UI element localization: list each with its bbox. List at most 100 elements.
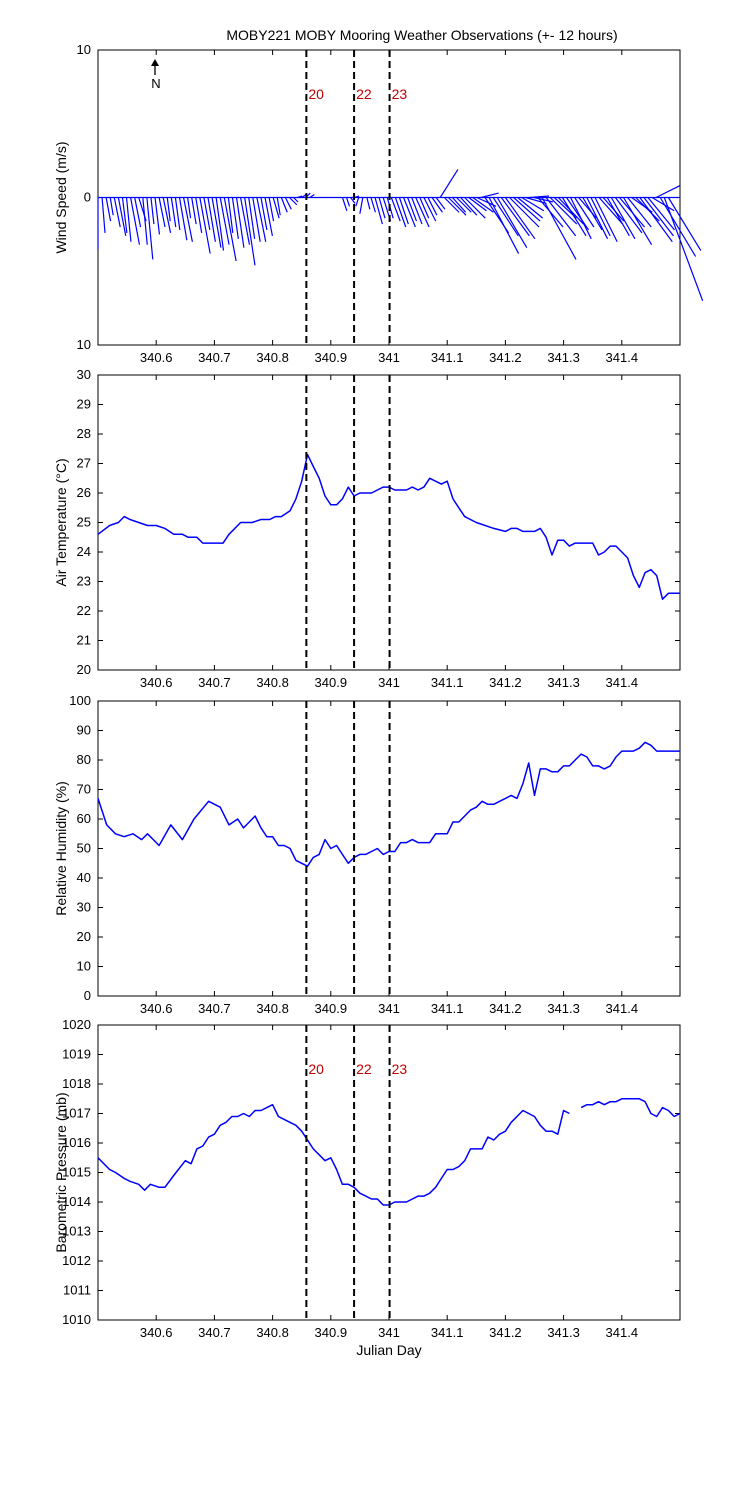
x-tick-label: 340.8: [256, 350, 289, 365]
x-tick-label: 341: [378, 675, 400, 690]
wind-vector: [134, 197, 142, 228]
x-tick-label: 340.7: [198, 1325, 231, 1340]
wind-vector: [178, 197, 188, 241]
wind-vector: [162, 197, 172, 234]
wind-vector: [105, 197, 112, 222]
y-tick-label: 1013: [62, 1224, 91, 1239]
x-tick-label: 340.8: [256, 675, 289, 690]
event-line-label: 20: [308, 1061, 324, 1077]
wind-vector: [398, 197, 409, 225]
y-tick-label: 24: [77, 544, 91, 559]
x-tick-label: 340.6: [140, 1325, 173, 1340]
wind-vector: [366, 197, 371, 210]
wind-vector: [423, 197, 437, 222]
event-line-label: 23: [392, 86, 408, 102]
wind-vector: [504, 197, 536, 240]
wind-vector: [280, 197, 288, 213]
wind-vector: [521, 196, 545, 212]
wind-vector: [359, 197, 364, 214]
y-tick-label: 1018: [62, 1076, 91, 1091]
panel-pressure: 340.6 340.7 340.8 340.9 341 341.1 341.2 341.3 34…: [53, 1017, 681, 1358]
y-tick-label: 30: [77, 367, 91, 382]
x-tick-label: 341.1: [431, 1325, 464, 1340]
wind-vector: [443, 197, 460, 213]
wind-vector: [561, 197, 587, 237]
y-tick-label: 1010: [62, 1312, 91, 1327]
x-tick-label: 341: [378, 350, 400, 365]
y-tick-label: 29: [77, 397, 91, 412]
y-axis-label: Relative Humidity (%): [53, 781, 69, 916]
y-tick-label: 90: [77, 723, 91, 738]
x-tick-label: 341.4: [606, 1001, 639, 1016]
wind-vector: [451, 197, 467, 213]
wind-vector: [614, 197, 643, 234]
wind-vector: [150, 197, 155, 225]
y-tick-label: 23: [77, 574, 91, 589]
y-tick-label: 1019: [62, 1047, 91, 1062]
series-line-humidity: [97, 741, 680, 867]
wind-vector: [549, 197, 578, 225]
wind-vector: [182, 197, 193, 242]
x-tick-label: 341.2: [489, 350, 522, 365]
x-axis-label: Julian Day: [356, 1342, 421, 1358]
y-tick-label: 1012: [62, 1253, 91, 1268]
wind-vector: [125, 197, 132, 242]
y-tick-label: 0: [84, 190, 91, 205]
y-tick-label: 27: [77, 456, 91, 471]
wind-vector: [248, 197, 256, 239]
wind-vector: [113, 197, 121, 228]
wind-vector: [170, 197, 177, 228]
wind-vector: [623, 197, 653, 246]
y-axis-label: Wind Speed (m/s): [53, 141, 69, 253]
x-tick-label: 340.6: [140, 350, 173, 365]
y-tick-label: 1014: [62, 1194, 91, 1209]
x-tick-label: 340.9: [315, 350, 348, 365]
x-tick-label: 340.7: [198, 350, 231, 365]
wind-vector: [566, 197, 590, 231]
panel-airtemp: 340.6 340.7 340.8 340.9 341 341.1 341.2 341.3 34…: [53, 367, 681, 690]
x-tick-label: 341.3: [547, 1001, 580, 1016]
wind-vector: [227, 197, 234, 233]
wind-vector: [109, 197, 114, 216]
wind-vector: [264, 197, 273, 236]
wind-vector: [272, 197, 280, 219]
y-axis-label: Barometric Pressure (mb): [53, 1092, 69, 1252]
series-line-airtemp: [97, 453, 680, 600]
y-tick-label: 1016: [62, 1135, 91, 1150]
y-tick-label: 100: [69, 693, 91, 708]
wind-vector: [297, 195, 303, 199]
x-tick-label: 340.9: [315, 1325, 348, 1340]
x-tick-label: 340.8: [256, 1001, 289, 1016]
wind-vector: [468, 197, 487, 212]
wind-vector: [492, 197, 519, 237]
y-tick-label: 20: [77, 929, 91, 944]
wind-vector: [354, 195, 360, 199]
y-tick-label: 22: [77, 603, 91, 618]
north-arrowhead-icon: [151, 59, 159, 66]
wind-vector: [235, 197, 245, 248]
wind-vector: [378, 197, 386, 219]
event-line-label: 23: [392, 1061, 408, 1077]
wind-vector: [276, 197, 281, 216]
wind-vector: [289, 197, 298, 206]
wind-vector: [464, 197, 486, 219]
wind-vector: [411, 197, 423, 225]
wind-vector: [525, 196, 547, 204]
wind-vector: [460, 197, 478, 216]
y-tick-label: 70: [77, 782, 91, 797]
x-tick-label: 341.1: [431, 350, 464, 365]
wind-vector: [415, 197, 430, 228]
wind-vector: [590, 197, 611, 237]
wind-vector: [582, 197, 603, 231]
x-tick-label: 340.6: [140, 675, 173, 690]
chart-title: MOBY221 MOBY Mooring Weather Observation…: [226, 27, 617, 43]
x-tick-label: 341.3: [547, 1325, 580, 1340]
wind-vector: [370, 197, 376, 213]
x-tick-label: 341: [378, 1001, 400, 1016]
wind-vector: [635, 197, 660, 222]
y-tick-label: 40: [77, 870, 91, 885]
y-tick-label: 1017: [62, 1106, 91, 1121]
wind-vector: [268, 197, 275, 222]
wind-vector: [655, 185, 681, 199]
wind-vector: [651, 196, 675, 212]
